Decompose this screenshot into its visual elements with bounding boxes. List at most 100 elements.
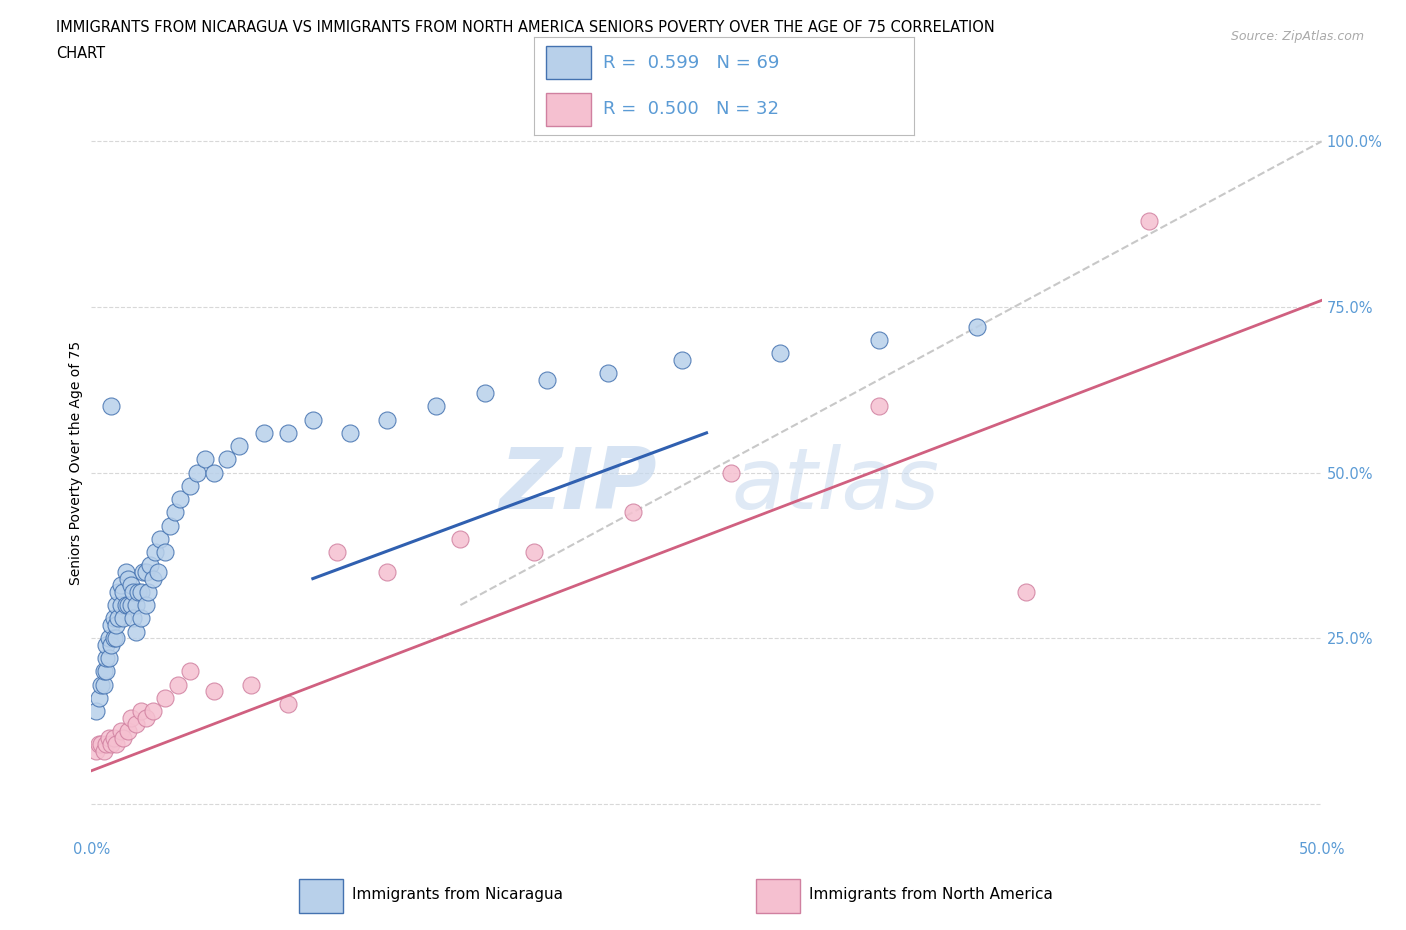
Point — [202, 684, 225, 698]
Point — [112, 611, 135, 626]
Point — [166, 677, 188, 692]
Point — [103, 631, 125, 645]
Point — [966, 319, 988, 334]
Point — [93, 743, 115, 758]
Point — [179, 478, 201, 493]
Point — [107, 584, 129, 599]
Point — [120, 578, 142, 592]
Point — [129, 584, 152, 599]
Point — [124, 624, 146, 639]
Point — [202, 465, 225, 480]
FancyBboxPatch shape — [546, 46, 591, 79]
Point — [375, 565, 398, 579]
Point — [100, 737, 122, 751]
Point — [186, 465, 208, 480]
Point — [169, 492, 191, 507]
Point — [122, 584, 145, 599]
Point — [96, 737, 117, 751]
Point — [136, 584, 159, 599]
Text: R =  0.599   N = 69: R = 0.599 N = 69 — [603, 54, 779, 72]
Y-axis label: Seniors Poverty Over the Age of 75: Seniors Poverty Over the Age of 75 — [69, 340, 83, 585]
Point — [100, 637, 122, 652]
Point — [120, 711, 142, 725]
Point — [240, 677, 263, 692]
Point — [112, 730, 135, 745]
Point — [215, 452, 238, 467]
Point — [149, 531, 172, 546]
Point — [146, 565, 169, 579]
Point — [100, 399, 122, 414]
Point — [1139, 213, 1161, 228]
Point — [868, 399, 890, 414]
Point — [159, 518, 181, 533]
Text: atlas: atlas — [731, 444, 939, 526]
Point — [96, 651, 117, 666]
Point — [523, 545, 546, 560]
Point — [105, 737, 127, 751]
Point — [86, 743, 108, 758]
Point — [87, 690, 110, 705]
Point — [536, 372, 558, 387]
Point — [375, 412, 398, 427]
Point — [97, 631, 120, 645]
Point — [769, 346, 792, 361]
Point — [122, 611, 145, 626]
Point — [124, 717, 146, 732]
Point — [86, 704, 108, 719]
Point — [135, 565, 156, 579]
Point — [97, 730, 120, 745]
Point — [96, 664, 117, 679]
Point — [301, 412, 323, 427]
Point — [621, 505, 644, 520]
Point — [129, 611, 152, 626]
Point — [114, 598, 138, 613]
Point — [449, 531, 471, 546]
Point — [720, 465, 742, 480]
Point — [105, 618, 127, 632]
Point — [145, 545, 166, 560]
Point — [105, 631, 127, 645]
Point — [124, 598, 146, 613]
Point — [110, 724, 132, 738]
Point — [277, 698, 299, 712]
Text: R =  0.500   N = 32: R = 0.500 N = 32 — [603, 100, 779, 118]
Point — [868, 333, 890, 348]
Point — [96, 637, 117, 652]
Text: Immigrants from North America: Immigrants from North America — [810, 887, 1053, 902]
Point — [127, 584, 149, 599]
Point — [132, 565, 155, 579]
FancyBboxPatch shape — [299, 879, 343, 912]
Point — [277, 425, 299, 440]
Text: IMMIGRANTS FROM NICARAGUA VS IMMIGRANTS FROM NORTH AMERICA SENIORS POVERTY OVER : IMMIGRANTS FROM NICARAGUA VS IMMIGRANTS … — [56, 20, 995, 35]
Point — [193, 452, 217, 467]
Point — [93, 677, 115, 692]
FancyBboxPatch shape — [546, 93, 591, 126]
Point — [135, 598, 156, 613]
Text: Source: ZipAtlas.com: Source: ZipAtlas.com — [1230, 30, 1364, 43]
Point — [97, 651, 120, 666]
Point — [425, 399, 447, 414]
Point — [142, 704, 165, 719]
Point — [110, 578, 132, 592]
Point — [117, 598, 139, 613]
Text: Immigrants from Nicaragua: Immigrants from Nicaragua — [353, 887, 564, 902]
Point — [114, 565, 138, 579]
Point — [163, 505, 186, 520]
Point — [103, 730, 125, 745]
Point — [110, 598, 132, 613]
Text: CHART: CHART — [56, 46, 105, 61]
Point — [153, 690, 177, 705]
Point — [90, 737, 112, 751]
Point — [142, 571, 165, 586]
Point — [129, 704, 152, 719]
Point — [326, 545, 349, 560]
Point — [339, 425, 361, 440]
Point — [107, 611, 129, 626]
Point — [139, 558, 162, 573]
FancyBboxPatch shape — [756, 879, 800, 912]
Point — [120, 598, 142, 613]
Point — [228, 439, 250, 454]
Point — [103, 611, 125, 626]
Point — [112, 584, 135, 599]
Point — [671, 352, 693, 367]
